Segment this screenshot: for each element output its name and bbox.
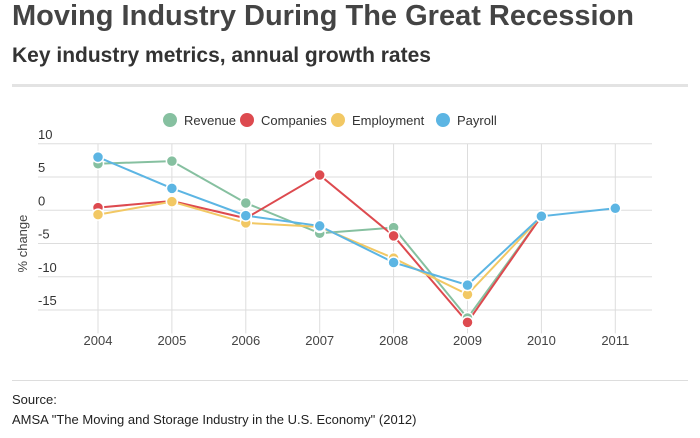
data-point-companies — [461, 316, 474, 329]
legend-marker-revenue — [163, 113, 177, 127]
data-point-payroll — [239, 209, 253, 222]
y-tick-label: -5 — [38, 227, 50, 242]
title-divider — [12, 84, 688, 87]
data-point-employment — [91, 208, 105, 221]
y-tick-label: 0 — [38, 193, 45, 208]
y-tick-label: -15 — [38, 293, 57, 308]
data-point-payroll — [461, 278, 474, 292]
chart-title: Moving Industry During The Great Recessi… — [12, 0, 634, 32]
x-tick-label: 2010 — [527, 333, 556, 348]
legend-marker-payroll — [436, 113, 450, 127]
source-text: AMSA "The Moving and Storage Industry in… — [12, 412, 417, 427]
legend-label-payroll: Payroll — [457, 113, 497, 128]
legend-marker-employment — [331, 113, 345, 127]
legend-marker-companies — [240, 113, 254, 127]
x-tick-label: 2007 — [305, 333, 334, 348]
data-point-payroll — [91, 150, 105, 164]
chart-subtitle: Key industry metrics, annual growth rate… — [12, 44, 431, 67]
data-point-payroll — [313, 219, 326, 233]
y-tick-label: 5 — [38, 160, 45, 175]
y-tick-label: 10 — [38, 127, 52, 142]
y-tick-label: -10 — [38, 260, 57, 275]
x-tick-label: 2009 — [453, 333, 482, 348]
data-point-payroll — [535, 210, 548, 223]
legend-label-employment: Employment — [352, 113, 425, 128]
y-axis-label: % change — [15, 215, 30, 273]
x-tick-label: 2004 — [84, 333, 113, 348]
data-point-companies — [387, 229, 400, 243]
x-tick-label: 2011 — [601, 333, 629, 348]
legend-label-companies: Companies — [261, 113, 327, 128]
footer-divider — [12, 380, 688, 381]
data-point-payroll — [609, 202, 622, 215]
data-point-payroll — [387, 256, 400, 269]
data-point-revenue — [165, 154, 179, 168]
source-label: Source: — [12, 392, 57, 407]
data-point-employment — [165, 195, 179, 208]
legend-label-revenue: Revenue — [184, 113, 236, 128]
x-tick-label: 2008 — [379, 333, 408, 348]
series-line-payroll — [97, 156, 616, 287]
line-chart: 10 5 0 -5 -10 -15 2004 2005 2006 2007 2008 2009 2010… — [15, 113, 652, 348]
x-tick-label: 2006 — [231, 333, 260, 348]
data-point-revenue — [239, 196, 253, 210]
x-tick-label: 2005 — [157, 333, 186, 348]
data-point-companies — [313, 168, 326, 182]
data-point-payroll — [165, 182, 179, 195]
